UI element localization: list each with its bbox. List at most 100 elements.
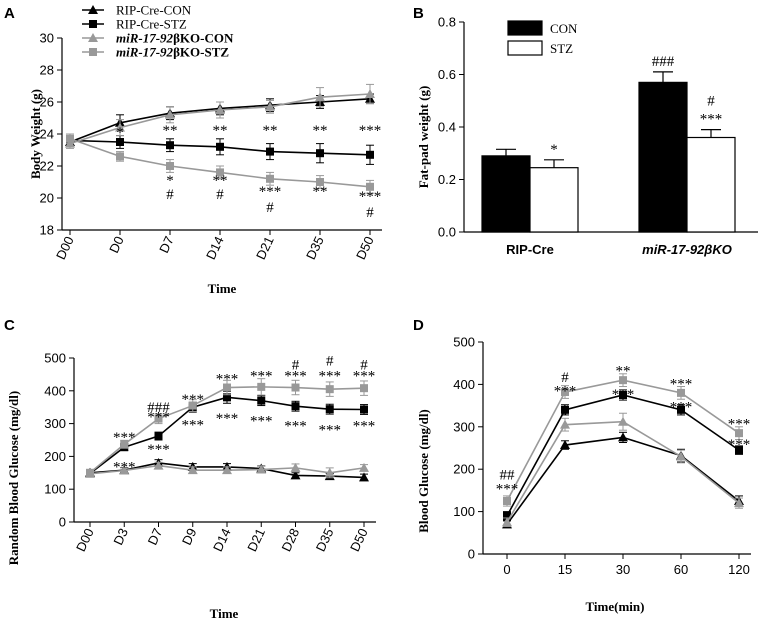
- x-tick-label: D7: [145, 526, 166, 547]
- data-point: [153, 460, 164, 470]
- data-point: [256, 464, 267, 474]
- y-tick-label: 24: [40, 127, 54, 142]
- legend-swatch-marker: [88, 5, 98, 14]
- data-point: [560, 419, 570, 429]
- data-point: [619, 376, 627, 385]
- data-point: [119, 465, 130, 475]
- panel-label-b: B: [413, 5, 424, 22]
- y-tick-label: 26: [40, 95, 54, 110]
- data-point: [619, 391, 627, 399]
- significance-mark: *: [166, 173, 174, 189]
- series-1: [66, 135, 374, 165]
- chart-d-xlabel: Time(min): [586, 599, 645, 614]
- data-point: [154, 432, 163, 441]
- data-point: [154, 414, 163, 423]
- significance-mark: #: [366, 205, 374, 221]
- significance-mark: **: [313, 184, 328, 200]
- significance-mark: ***: [250, 413, 273, 429]
- y-tick-label: 30: [40, 31, 54, 46]
- data-point: [360, 384, 368, 393]
- legend-label: RIP-Cre-STZ: [116, 17, 187, 32]
- data-point: [366, 150, 374, 159]
- x-tick-label: D14: [210, 526, 234, 554]
- significance-mark: **: [616, 364, 631, 380]
- data-point: [86, 468, 94, 477]
- significance-mark: ***: [113, 430, 136, 446]
- significance-mark: ***: [250, 368, 273, 384]
- series-3: [66, 133, 374, 194]
- x-tick-label: D14: [203, 234, 227, 262]
- data-point: [223, 393, 231, 402]
- significance-mark: ***: [359, 123, 382, 139]
- y-tick-label: 100: [453, 504, 475, 519]
- x-tick-label: D21: [244, 526, 268, 554]
- significance-mark: ***: [728, 417, 751, 433]
- y-tick-label: 300: [44, 416, 66, 431]
- data-point: [324, 467, 335, 477]
- x-tick-label: 15: [558, 562, 572, 577]
- significance-mark: ***: [700, 112, 723, 128]
- x-tick-label: D35: [303, 234, 327, 262]
- data-point: [734, 498, 744, 508]
- x-tick-label: D7: [156, 234, 177, 255]
- data-point: [316, 178, 324, 186]
- data-point: [503, 511, 511, 520]
- x-tick-label: D28: [279, 526, 303, 554]
- significance-mark: *: [116, 125, 124, 141]
- significance-mark: ***: [113, 460, 136, 476]
- chart-a-legend: RIP-Cre-CONRIP-Cre-STZmiR-17-92βKO-CONmi…: [82, 3, 234, 60]
- chart-b-legend: CON STZ: [507, 20, 578, 56]
- y-tick-label: 400: [453, 377, 475, 392]
- data-point: [165, 109, 175, 119]
- data-point: [561, 388, 569, 397]
- data-point: [618, 432, 628, 442]
- data-point: [257, 382, 266, 391]
- data-point: [120, 440, 129, 449]
- series-1: [503, 389, 743, 521]
- significance-mark: #: [707, 94, 715, 110]
- y-tick-label: 200: [44, 449, 66, 464]
- y-tick-label: 0.4: [438, 120, 456, 135]
- panel-label-c: C: [4, 317, 15, 334]
- y-tick-label: 0: [59, 515, 66, 530]
- x-tick-label: D0: [106, 234, 127, 255]
- data-point: [166, 141, 174, 150]
- y-tick-label: 100: [44, 482, 66, 497]
- significance-mark: ***: [284, 368, 307, 384]
- data-point: [315, 92, 325, 102]
- x-tick-label: D9: [179, 526, 200, 547]
- significance-mark: ***: [147, 409, 170, 425]
- x-tick-label: 0: [503, 562, 510, 577]
- series-3: [86, 378, 368, 477]
- significance-mark: **: [213, 173, 228, 189]
- y-tick-label: 200: [453, 462, 475, 477]
- x-tick-label: D50: [353, 234, 377, 262]
- data-point: [359, 472, 369, 482]
- y-tick-label: 500: [44, 351, 66, 366]
- significance-mark: ###: [147, 400, 170, 416]
- legend-label: RIP-Cre-CON: [116, 3, 192, 18]
- legend-label: miR-17-92βKO-STZ: [116, 45, 229, 60]
- data-point: [502, 517, 512, 527]
- legend-swatch: [507, 40, 543, 56]
- data-point: [290, 462, 301, 472]
- y-tick-label: 0.2: [438, 172, 456, 187]
- data-point: [187, 465, 198, 475]
- x-tick-label: D50: [347, 526, 371, 554]
- data-point: [325, 385, 334, 394]
- significance-mark: ***: [319, 423, 342, 439]
- chart-c-xlabel: Time: [210, 606, 239, 621]
- chart-c: 0 100 200 300 400 500 D00 D3 D7 D9 D14 D21 D28 D35 D50…: [44, 351, 376, 554]
- significance-mark: ***: [670, 376, 693, 392]
- y-tick-label: 0.8: [438, 15, 456, 30]
- data-point: [366, 182, 374, 191]
- x-tick-label: D35: [313, 526, 337, 554]
- series-3: [503, 373, 743, 507]
- x-tick-label: miR-17-92βKO: [642, 242, 732, 257]
- chart-a-ylabel: Body Weight (g): [28, 89, 43, 179]
- data-point: [223, 383, 231, 392]
- data-point: [325, 405, 334, 414]
- data-point: [735, 446, 743, 455]
- legend-swatch-marker: [88, 33, 98, 42]
